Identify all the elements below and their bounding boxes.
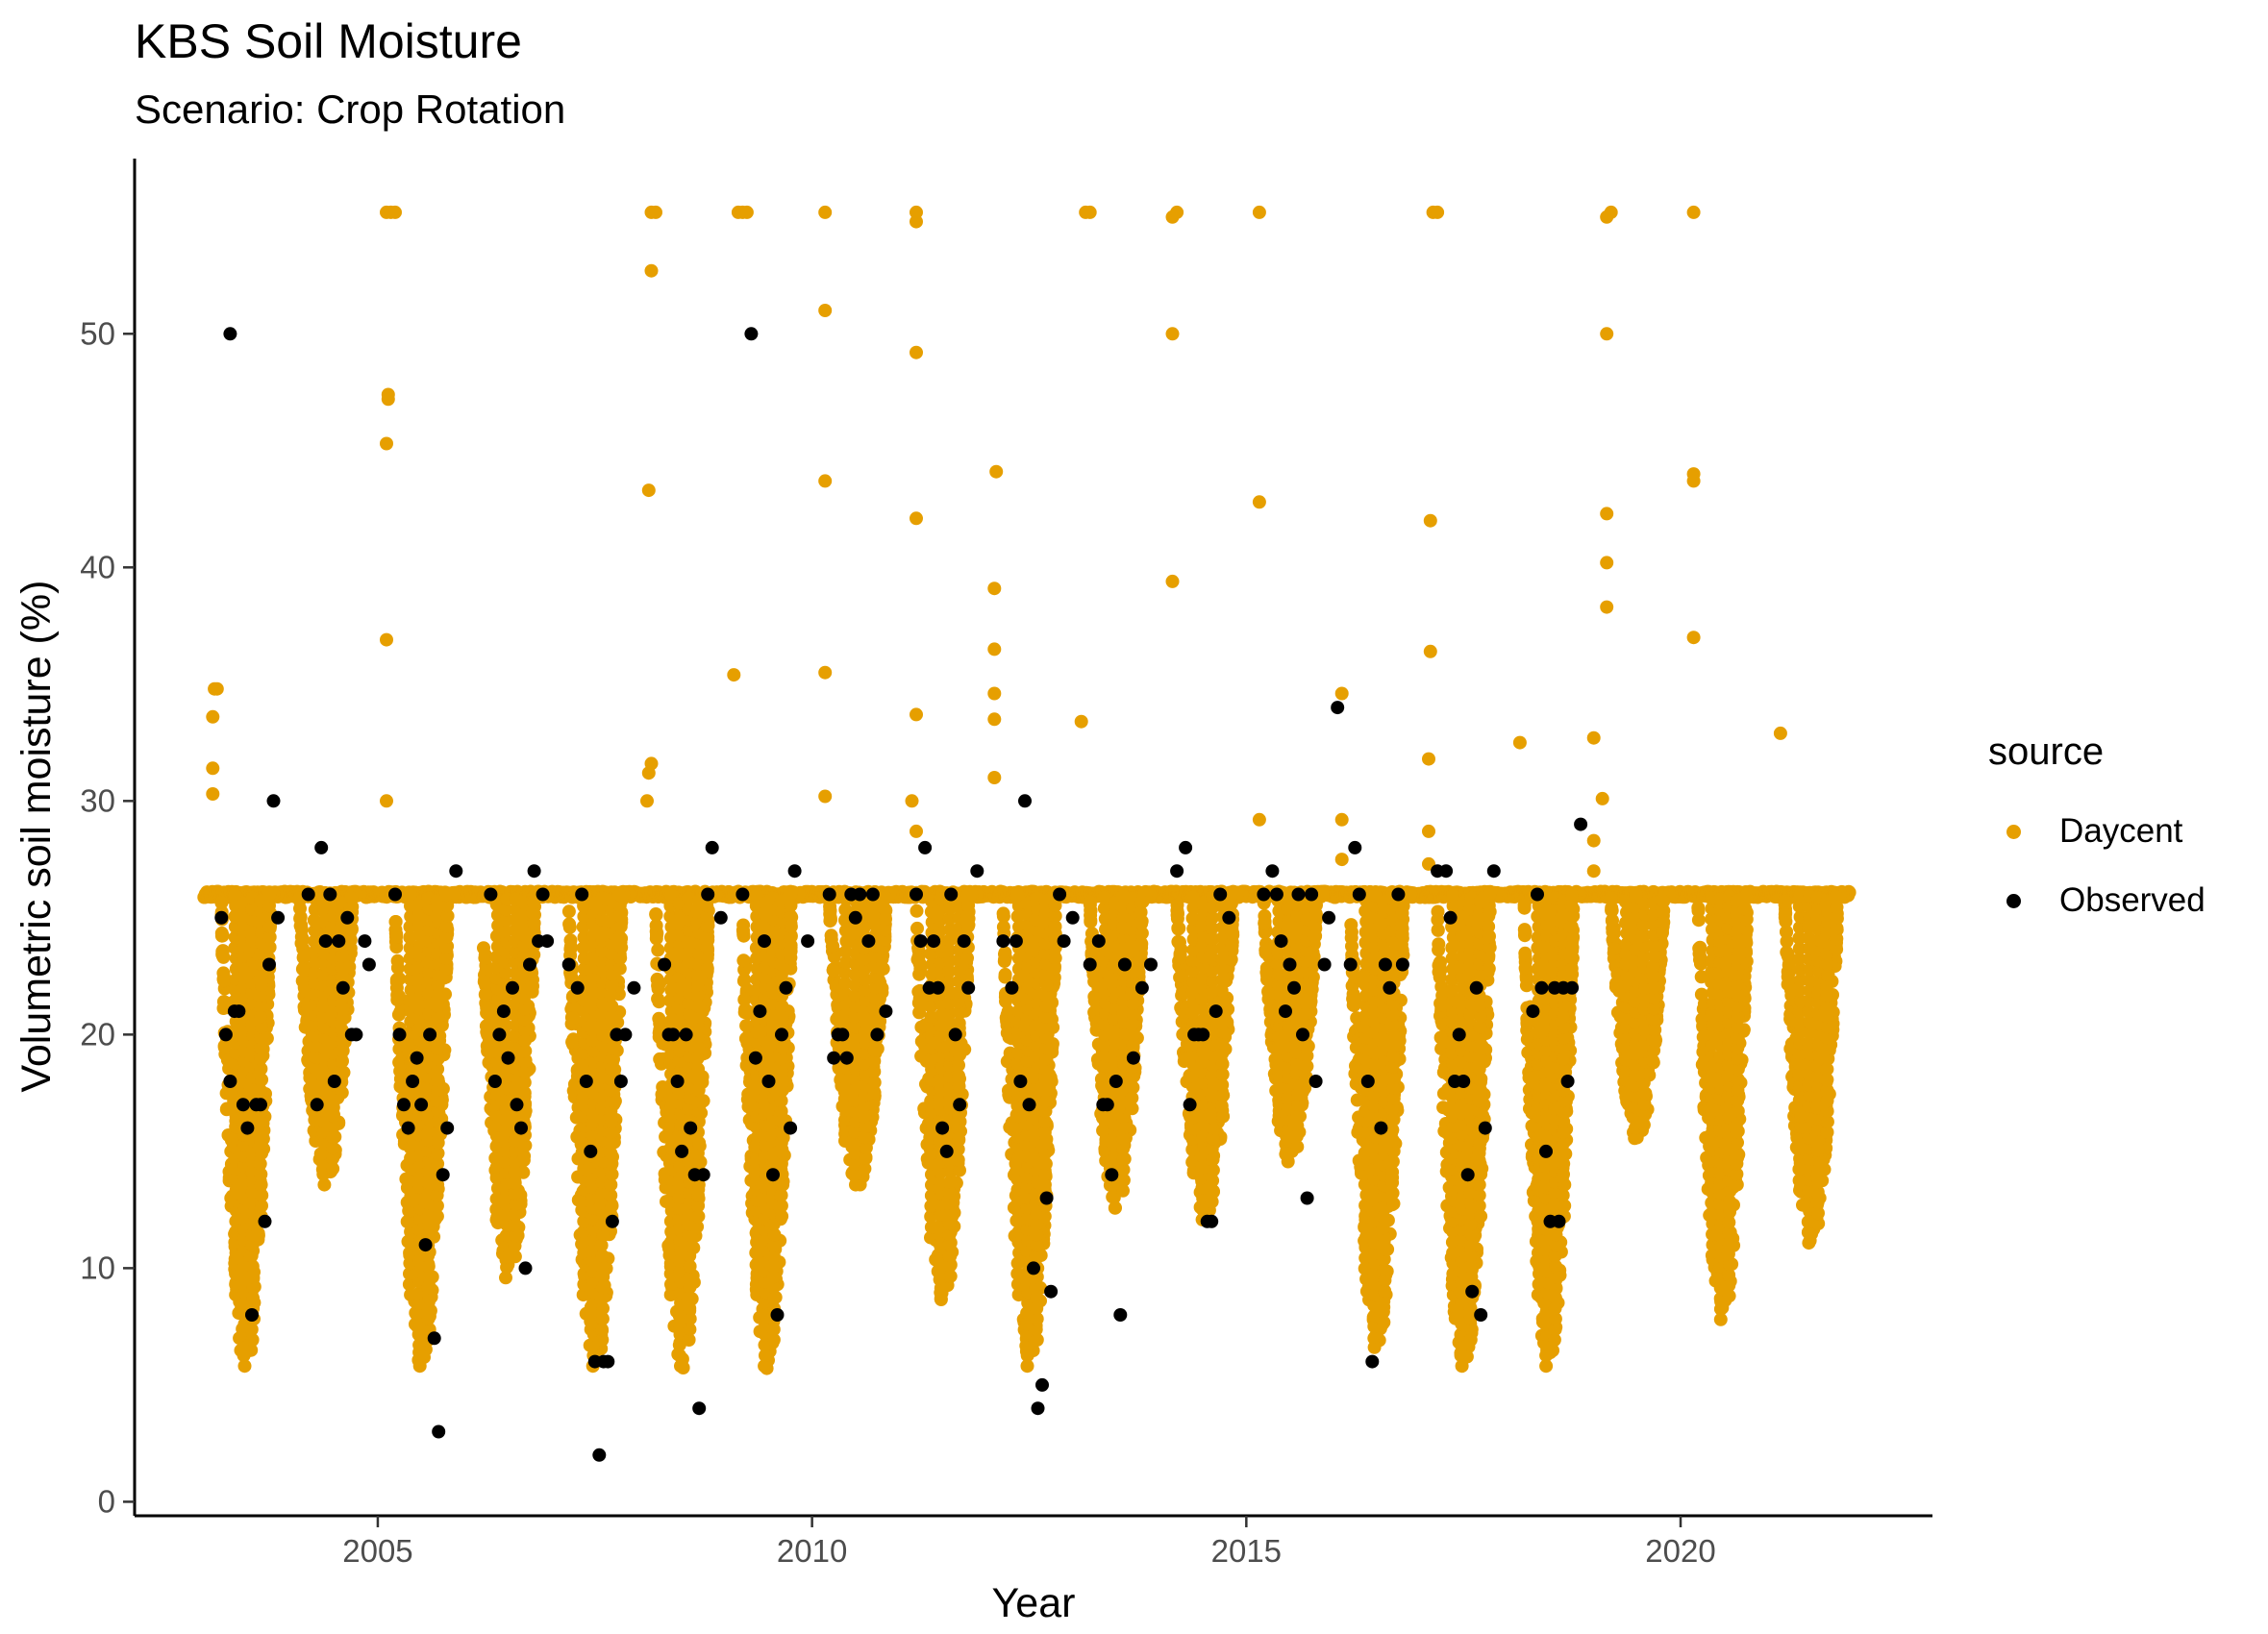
daycent-point: [254, 1135, 267, 1150]
daycent-point: [217, 974, 231, 988]
daycent-point: [236, 1275, 250, 1289]
daycent-point: [245, 1333, 260, 1347]
daycent-point: [651, 943, 665, 957]
daycent-point: [295, 974, 310, 988]
daycent-point: [237, 1349, 251, 1363]
daycent-point: [477, 975, 491, 989]
daycent-point: [390, 993, 405, 1007]
daycent-point: [228, 888, 242, 903]
daycent-point: [262, 888, 277, 903]
daycent-point: [649, 931, 663, 946]
daycent-point: [254, 1177, 268, 1192]
daycent-point: [244, 1249, 259, 1263]
daycent-point: [244, 1217, 259, 1231]
daycent-point: [478, 987, 492, 1002]
daycent-point: [388, 915, 403, 928]
daycent-point: [612, 888, 627, 903]
daycent-point: [561, 904, 576, 919]
daycent-point: [565, 1035, 580, 1050]
daycent-point: [254, 1030, 268, 1045]
daycent-point: [255, 1188, 269, 1202]
daycent-point: [344, 891, 359, 905]
daycent-point: [244, 1323, 259, 1337]
daycent-point: [253, 1083, 267, 1098]
daycent-point: [253, 1115, 267, 1128]
daycent-point: [214, 896, 229, 910]
daycent-point: [389, 975, 404, 989]
daycent-point: [255, 1073, 269, 1087]
daycent-point: [214, 928, 229, 943]
daycent-point: [245, 1259, 260, 1274]
daycent-point: [254, 1052, 267, 1066]
daycent-point: [389, 928, 404, 941]
daycent-point: [245, 1238, 260, 1252]
daycent-point: [253, 1126, 267, 1139]
daycent-point: [478, 948, 492, 962]
daycent-point: [254, 1062, 267, 1077]
daycent-point: [295, 962, 310, 977]
daycent-point: [255, 1199, 268, 1213]
daycent-point: [255, 1146, 269, 1160]
daycent-point: [390, 953, 405, 968]
chart-title: KBS Soil Moisture: [135, 14, 522, 68]
daycent-point: [254, 1009, 267, 1024]
daycent-point: [255, 1020, 268, 1034]
points-layer: [197, 205, 1857, 1462]
daycent-point: [294, 936, 309, 951]
daycent-point: [562, 920, 577, 934]
daycent-point: [439, 888, 454, 903]
daycent-point: [237, 1359, 252, 1374]
daycent-point: [246, 1270, 261, 1284]
daycent-point: [246, 1280, 261, 1295]
daycent-point: [253, 1156, 267, 1171]
daycent-point: [649, 907, 663, 922]
daycent-point: [563, 940, 578, 953]
daycent-point: [254, 1041, 268, 1055]
chart-subtitle: Scenario: Crop Rotation: [135, 87, 566, 132]
daycent-point: [293, 919, 308, 933]
daycent-point: [254, 1167, 268, 1181]
daycent-point: [245, 1227, 260, 1242]
daycent-point: [566, 1011, 580, 1026]
daycent-point: [246, 1291, 260, 1305]
daycent-point: [293, 902, 307, 916]
daycent-point: [215, 949, 230, 963]
